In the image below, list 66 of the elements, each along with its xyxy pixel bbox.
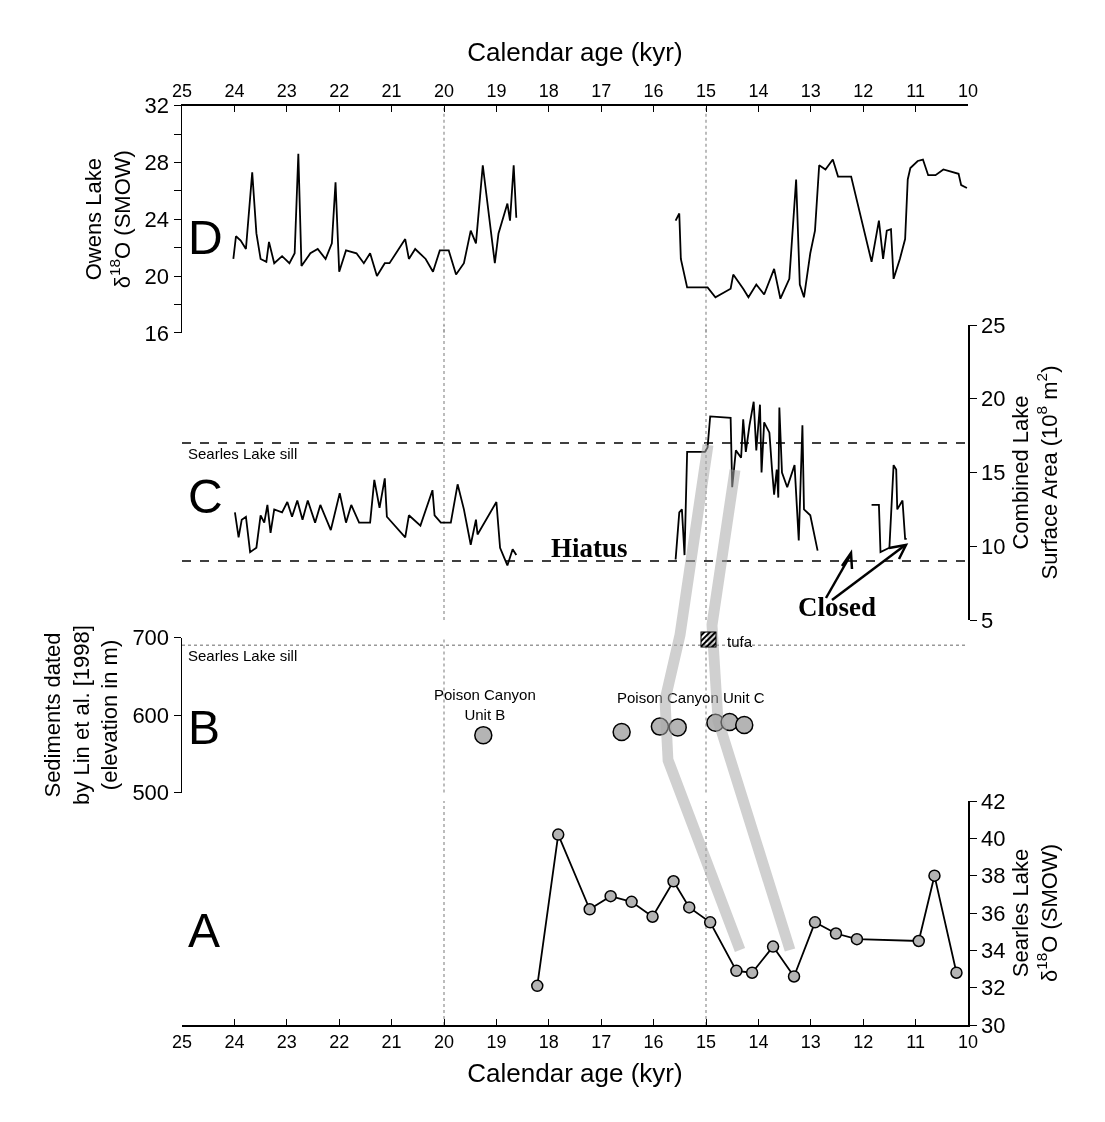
x-tick-label: 17 xyxy=(591,80,612,101)
y-axis-title: Sediments dated by Lin et al. [1998] (elevation in m) xyxy=(40,625,123,805)
x-tick-label: 16 xyxy=(643,1032,664,1053)
y-tick-label: 40 xyxy=(980,826,1006,852)
y-tick-label: 25 xyxy=(980,312,1006,338)
ref-line-label: Searles Lake sill xyxy=(188,445,298,462)
y-tick-label: 700 xyxy=(132,625,170,651)
y-tick-label: 42 xyxy=(980,788,1006,814)
y-tick-label: 36 xyxy=(980,900,1006,926)
x-tick-label: 25 xyxy=(171,1032,193,1053)
y-tick-label: 15 xyxy=(980,460,1006,486)
x-tick-label: 18 xyxy=(538,1032,559,1053)
x-tick-label: 23 xyxy=(276,1032,297,1053)
annotation: D xyxy=(188,211,223,264)
x-tick-label: 11 xyxy=(906,1032,925,1053)
y-tick-label: 5 xyxy=(980,607,994,633)
x-tick-label: 15 xyxy=(695,80,717,101)
x-tick-label: 25 xyxy=(171,80,193,101)
y-tick-label: 32 xyxy=(980,975,1006,1001)
x-tick-label: 12 xyxy=(853,80,874,101)
x-tick-label: 16 xyxy=(643,80,664,101)
x-tick-label: 24 xyxy=(224,1032,245,1053)
y-tick-label: 38 xyxy=(980,863,1006,889)
annotation: Closed xyxy=(798,592,877,622)
x-tick-label: 14 xyxy=(748,1032,769,1053)
x-tick-label: 21 xyxy=(381,1032,402,1053)
y-tick-label: 24 xyxy=(144,206,170,232)
x-tick-label: 14 xyxy=(748,80,769,101)
annotation: tufa xyxy=(727,633,753,650)
x-tick-label: 19 xyxy=(486,80,507,101)
x-tick-label: 11 xyxy=(906,80,925,101)
annotation: B xyxy=(188,701,221,754)
ref-line-label: Searles Lake sill xyxy=(188,647,298,664)
annotation: Poison Canyon Unit B xyxy=(434,686,536,723)
x-tick-label: 12 xyxy=(853,1032,874,1053)
x-tick-label: 15 xyxy=(695,1032,717,1053)
y-tick-label: 20 xyxy=(980,386,1006,412)
x-tick-label: 10 xyxy=(957,80,979,101)
y-tick-label: 32 xyxy=(144,93,170,119)
x-tick-label: 13 xyxy=(800,80,821,101)
x-axis-title: Calendar age (kyr) xyxy=(467,1057,683,1088)
annotation: Hiatus xyxy=(551,533,628,563)
x-tick-label: 17 xyxy=(591,1032,612,1053)
annotation: C xyxy=(188,470,223,523)
y-tick-label: 600 xyxy=(132,702,170,728)
y-tick-label: 16 xyxy=(144,320,170,346)
x-axis-title: Calendar age (kyr) xyxy=(467,36,683,67)
y-tick-label: 20 xyxy=(144,263,170,289)
x-tick-label: 19 xyxy=(486,1032,507,1053)
x-tick-label: 22 xyxy=(329,1032,350,1053)
x-tick-label: 22 xyxy=(329,80,350,101)
x-tick-label: 13 xyxy=(800,1032,821,1053)
y-tick-label: 34 xyxy=(980,938,1006,964)
y-tick-label: 30 xyxy=(980,1012,1006,1038)
x-tick-label: 24 xyxy=(224,80,245,101)
y-tick-label: 28 xyxy=(144,150,170,176)
x-tick-label: 21 xyxy=(381,80,402,101)
y-tick-label: 10 xyxy=(980,533,1006,559)
x-tick-label: 20 xyxy=(433,1032,455,1053)
x-tick-label: 20 xyxy=(433,80,455,101)
annotation: A xyxy=(188,904,221,957)
annotation: Poison Canyon Unit C xyxy=(617,689,765,706)
y-tick-label: 500 xyxy=(132,780,170,806)
x-tick-label: 23 xyxy=(276,80,297,101)
x-tick-label: 10 xyxy=(957,1032,979,1053)
x-tick-label: 18 xyxy=(538,80,559,101)
